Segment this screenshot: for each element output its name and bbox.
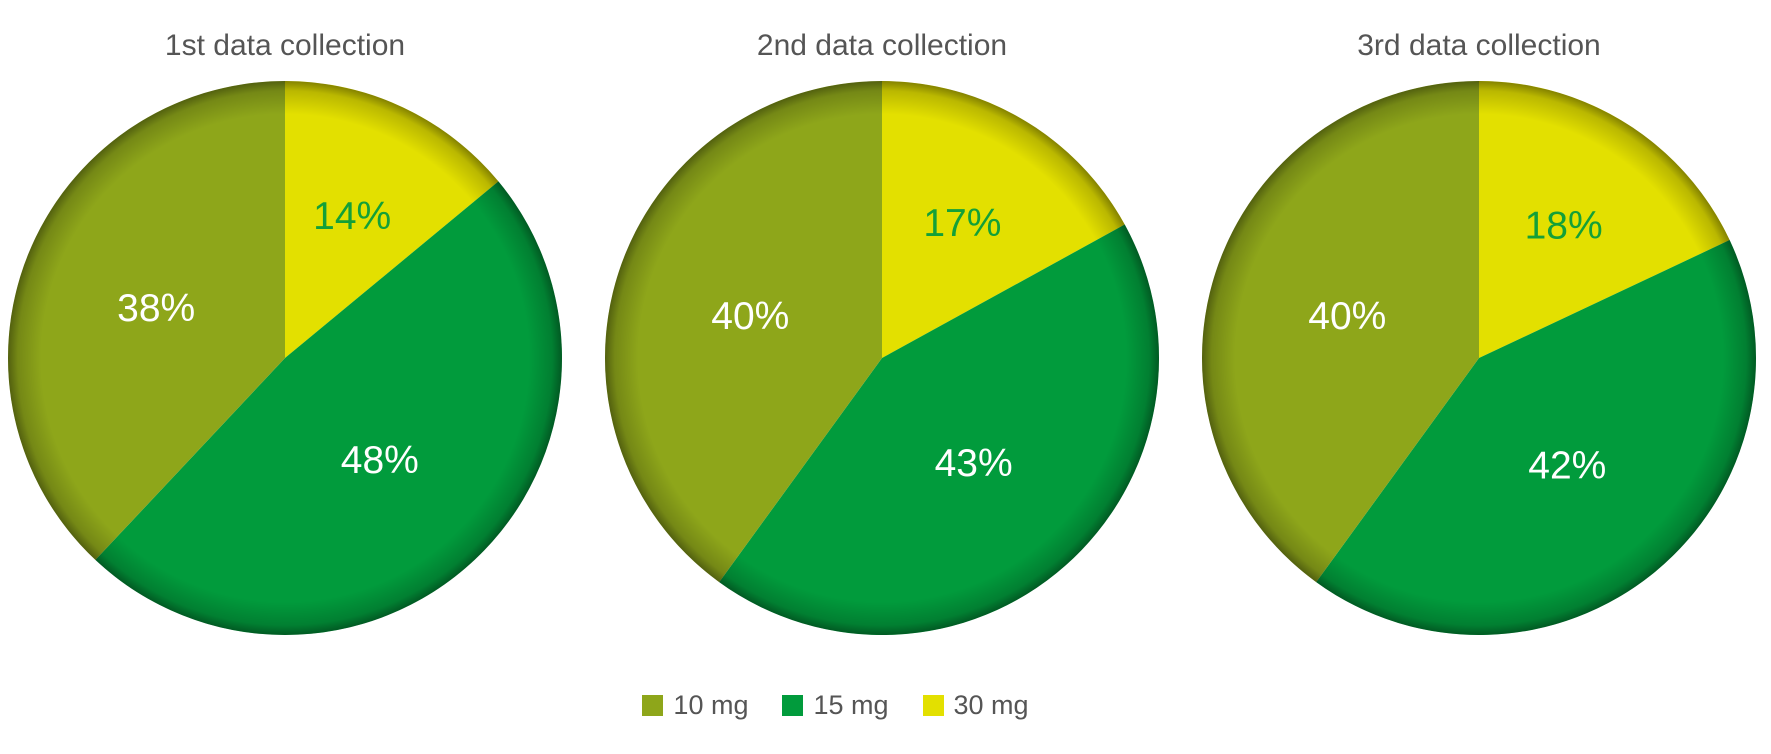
legend-swatch-10mg xyxy=(642,695,664,716)
legend-item-15mg: 15 mg xyxy=(782,690,889,721)
pie-title-2: 2nd data collection xyxy=(757,29,1007,62)
legend-item-30mg: 30 mg xyxy=(922,690,1029,721)
legend-label-15mg: 15 mg xyxy=(813,690,889,720)
pie-2-label-30mg: 17% xyxy=(923,202,1001,245)
pie-3-label-30mg: 18% xyxy=(1525,205,1603,248)
pie-1-label-10mg: 38% xyxy=(117,287,195,330)
pie-2-label-10mg: 40% xyxy=(711,295,789,338)
pie-chart-3: 3rd data collection 18% 42% 40% xyxy=(1201,29,1757,636)
pie-chart-2: 2nd data collection 17% 43% 40% xyxy=(604,29,1160,636)
pie-charts: 1st data collection 14% 48% 38% 2nd data col… xyxy=(8,29,1757,636)
pie-2-label-15mg: 43% xyxy=(935,442,1013,485)
pie-title-1: 1st data collection xyxy=(165,29,405,62)
pie-3-label-15mg: 42% xyxy=(1528,445,1606,488)
legend-swatch-30mg xyxy=(922,695,944,716)
pie-title-3: 3rd data collection xyxy=(1357,29,1601,62)
legend-swatch-15mg xyxy=(782,695,804,716)
pie-3-label-10mg: 40% xyxy=(1308,295,1386,338)
pie-1-label-15mg: 48% xyxy=(341,439,419,482)
legend-label-30mg: 30 mg xyxy=(953,690,1029,720)
pie-chart-1: 1st data collection 14% 48% 38% xyxy=(8,29,562,635)
pie-1-label-30mg: 14% xyxy=(313,195,391,238)
legend: 10 mg 15 mg 30 mg xyxy=(0,690,1721,721)
legend-item-10mg: 10 mg xyxy=(642,690,748,721)
legend-label-10mg: 10 mg xyxy=(673,690,749,720)
